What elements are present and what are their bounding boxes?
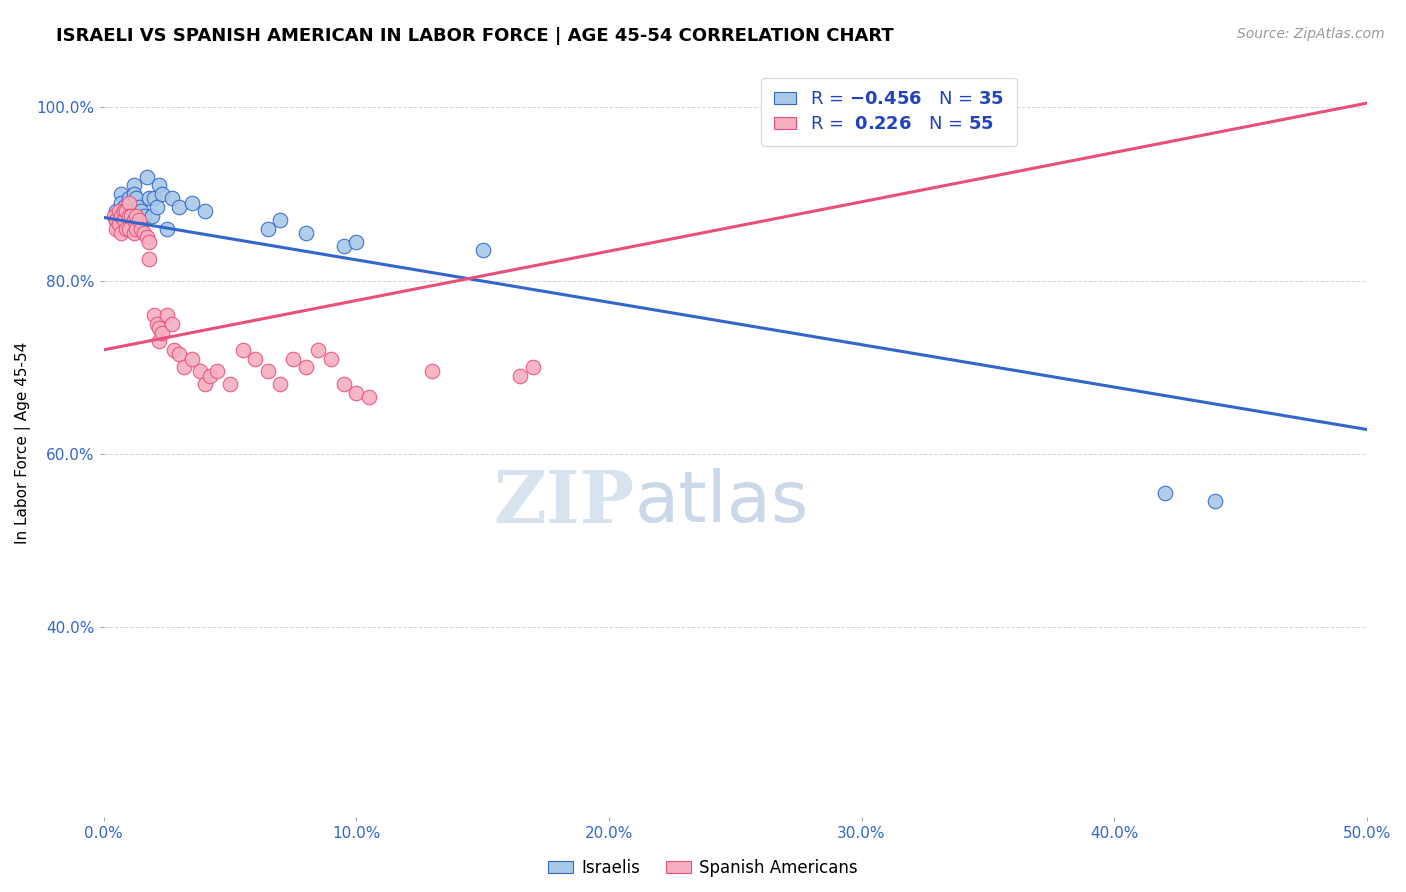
Point (115, 221, 138, 235)
Point (105, 213, 128, 227)
Point (105, 209, 128, 223)
Point (281, 351, 304, 366)
Point (145, 200, 167, 214)
Point (357, 391, 380, 405)
Point (132, 226, 155, 240)
Point (269, 213, 291, 227)
Point (115, 204, 138, 219)
Point (145, 317, 167, 331)
Y-axis label: In Labor Force | Age 45-54: In Labor Force | Age 45-54 (15, 342, 31, 544)
Point (181, 195, 204, 210)
Point (122, 213, 145, 227)
Point (194, 204, 217, 219)
Point (319, 351, 342, 366)
Point (112, 213, 135, 227)
Point (125, 221, 148, 235)
Point (198, 368, 221, 383)
Point (120, 209, 142, 223)
Point (105, 204, 128, 219)
Point (269, 377, 291, 392)
Point (150, 187, 173, 202)
Point (135, 230, 157, 244)
Point (143, 191, 166, 205)
Point (420, 364, 443, 378)
Point (1204, 494, 1226, 508)
Text: ZIP: ZIP (494, 467, 634, 538)
Point (509, 368, 531, 383)
Legend: R = $\mathbf{-0.456}$   N = $\mathbf{35}$, R =  $\mathbf{0.226}$   N = $\mathbf{: R = $\mathbf{-0.456}$ N = $\mathbf{35}$,… (761, 78, 1017, 146)
Point (294, 226, 316, 240)
Point (163, 343, 186, 357)
Point (138, 235, 160, 249)
Point (107, 204, 129, 219)
Point (110, 209, 132, 223)
Point (122, 226, 145, 240)
Point (150, 326, 173, 340)
Point (110, 187, 132, 202)
Point (188, 364, 211, 378)
Point (110, 195, 132, 210)
Point (131, 204, 153, 219)
Point (105, 213, 128, 227)
Point (256, 364, 278, 378)
Point (332, 377, 354, 392)
Point (344, 235, 367, 249)
Point (160, 191, 183, 205)
Point (294, 360, 316, 375)
Point (522, 360, 544, 375)
Point (148, 178, 170, 193)
Point (122, 178, 145, 193)
Point (118, 195, 141, 210)
Point (112, 200, 135, 214)
Point (232, 343, 254, 357)
Point (131, 221, 153, 235)
Point (112, 204, 135, 219)
Point (332, 239, 354, 253)
Point (307, 343, 329, 357)
Point (194, 377, 217, 392)
Point (181, 351, 204, 366)
Point (207, 364, 229, 378)
Point (103, 209, 125, 223)
Point (125, 209, 148, 223)
Point (110, 226, 132, 240)
Point (160, 317, 183, 331)
Point (115, 209, 138, 223)
Point (219, 377, 242, 392)
Point (173, 360, 195, 375)
Point (135, 169, 157, 184)
Point (122, 187, 145, 202)
Point (169, 347, 191, 361)
Point (169, 200, 191, 214)
Legend: Israelis, Spanish Americans: Israelis, Spanish Americans (541, 853, 865, 884)
Point (243, 351, 266, 366)
Text: ISRAELI VS SPANISH AMERICAN IN LABOR FORCE | AGE 45-54 CORRELATION CHART: ISRAELI VS SPANISH AMERICAN IN LABOR FOR… (56, 27, 894, 45)
Point (1153, 485, 1175, 500)
Point (132, 209, 155, 223)
Point (128, 200, 150, 214)
Point (125, 191, 148, 205)
Text: Source: ZipAtlas.com: Source: ZipAtlas.com (1237, 27, 1385, 41)
Point (138, 252, 160, 266)
Point (143, 308, 166, 322)
Point (148, 334, 170, 349)
Point (107, 217, 129, 231)
Point (105, 221, 128, 235)
Point (118, 213, 141, 227)
Point (138, 191, 160, 205)
Point (344, 386, 367, 401)
Point (128, 213, 150, 227)
Point (118, 221, 141, 235)
Point (118, 191, 141, 205)
Point (148, 321, 170, 335)
Point (141, 209, 163, 223)
Text: atlas: atlas (634, 468, 808, 537)
Point (256, 221, 278, 235)
Point (118, 209, 141, 223)
Point (156, 221, 179, 235)
Point (156, 308, 179, 322)
Point (471, 244, 494, 258)
